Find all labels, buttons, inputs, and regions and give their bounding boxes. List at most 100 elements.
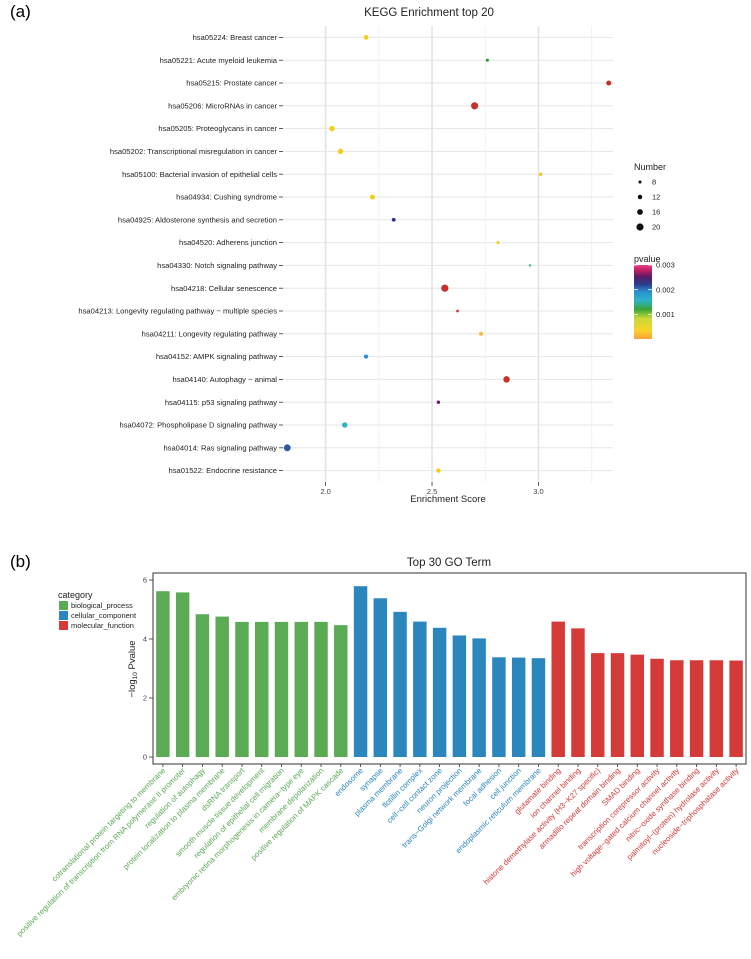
kegg-point [485,58,489,62]
kegg-point [369,194,375,200]
go-y-tick-label: 2 [143,694,147,703]
kegg-points [283,35,612,473]
kegg-term-label: hsa04140: Autophagy − animal [173,375,278,384]
category-legend: category biological_processcellular_comp… [58,590,137,630]
kegg-term-label: hsa05206: MicroRNAs in cancer [168,101,277,110]
kegg-term-label: hsa05215: Prostate cancer [186,79,277,88]
pvalue-tick-label: 0.001 [656,310,675,319]
kegg-plot-area [283,26,613,482]
go-bar [413,621,427,757]
go-bar [650,658,664,757]
go-y-ticks: 0 2 4 6 [143,576,153,762]
kegg-chart-title: KEGG Enrichment top 20 [364,7,494,19]
kegg-point [471,102,479,110]
number-legend-dot [636,223,644,231]
kegg-term-label: hsa04211: Longevity regulating pathway [142,329,278,338]
go-bar [314,621,328,757]
kegg-point [606,80,612,86]
go-y-tick-label: 4 [143,635,147,644]
kegg-point [329,125,335,132]
panel-label-b: (b) [10,552,31,571]
kegg-x-ticks: 2.0 2.5 3.0 [320,482,544,496]
go-bar [215,616,229,757]
go-bar [630,654,645,757]
category-legend-label: molecular_function [71,621,134,630]
go-bar [334,625,348,757]
kegg-x-axis-title: Enrichment Score [410,494,486,505]
category-legend-title: category [58,590,93,600]
go-term-label: positive regulation of transcription fro… [15,766,187,938]
kegg-point [441,284,449,292]
number-legend: Number 8 12 16 20 [634,162,666,232]
kegg-point [478,331,484,336]
panel-label-a: (a) [10,2,31,21]
pvalue-legend-title: pvalue [634,254,661,264]
kegg-term-label: hsa04014: Ras signaling pathway [163,443,277,452]
kegg-point [436,468,441,473]
kegg-term-label: hsa05100: Bacterial invasion of epitheli… [122,170,277,179]
go-bar [729,660,743,757]
go-chart-title: Top 30 GO Term [407,557,491,569]
kegg-point [503,376,510,383]
kegg-term-label: hsa04330: Notch signaling pathway [157,261,277,270]
go-bar [531,658,546,757]
go-bar [254,621,269,757]
go-bar [571,628,585,757]
kegg-term-label: hsa04072: Phospholipase D signaling path… [120,421,278,430]
go-bar [551,621,565,757]
kegg-point [391,217,396,222]
category-legend-label: cellular_component [71,611,137,620]
go-bar [274,621,289,757]
category-legend-label: biological_process [71,601,133,610]
go-bar [591,653,605,757]
kegg-point [436,400,441,404]
go-bar [175,592,190,757]
kegg-x-tick-label: 2.0 [320,487,330,496]
kegg-point [496,241,500,245]
go-y-axis-title: −log10 Pvalue [127,640,139,697]
number-legend-label: 8 [652,178,656,187]
kegg-term-labels: hsa05224: Breast cancer hsa05221: Acute m… [78,33,283,475]
go-term-labels: cotranslational protein targeting to mem… [15,764,741,938]
kegg-term-label: hsa04934: Cushing syndrome [176,193,277,202]
number-legend-dot [637,194,643,200]
pvalue-colorbar [634,265,652,339]
go-bar [610,653,625,757]
go-bar [235,621,249,757]
go-bars [156,586,743,757]
kegg-point [363,35,369,40]
pvalue-tick-label: 0.003 [656,261,675,270]
number-legend-dot [638,180,642,184]
kegg-point [538,172,543,176]
kegg-point [342,422,348,428]
pvalue-tick-label: 0.002 [656,285,675,294]
go-bar [156,591,170,757]
number-legend-title: Number [634,162,666,172]
category-legend-swatch [59,601,68,610]
kegg-term-label: hsa04925: Aldosterone synthesis and secr… [118,215,277,224]
go-bar [432,627,447,757]
kegg-x-tick-label: 3.0 [533,487,543,496]
go-bar [452,635,467,757]
kegg-point [283,444,291,452]
kegg-term-label: hsa05221: Acute myeloid leukemia [160,56,278,65]
kegg-point [363,354,369,359]
kegg-term-label: hsa04213: Longevity regulating pathway −… [78,307,277,316]
kegg-term-label: hsa04218: Cellular senescence [171,284,277,293]
go-bar [393,611,407,757]
kegg-term-label: hsa05202: Transcriptional misregulation … [110,147,278,156]
number-legend-dot [637,209,643,215]
kegg-term-label: hsa04115: p53 signaling pathway [165,398,277,407]
category-legend-swatch [59,621,68,630]
pvalue-legend: pvalue 0.001 0.002 0.003 [634,254,675,339]
go-bar [195,614,210,757]
number-legend-label: 16 [652,208,660,217]
go-bar [670,660,684,757]
go-bar [353,586,368,757]
go-bar [689,660,704,757]
kegg-term-label: hsa04520: Adherens junction [179,238,277,247]
kegg-term-label: hsa05205: Proteoglycans in cancer [158,124,277,133]
go-term-panel: (b) Top 30 GO Term 0 2 4 6 cotranslational … [10,552,747,938]
number-legend-label: 20 [652,223,660,232]
